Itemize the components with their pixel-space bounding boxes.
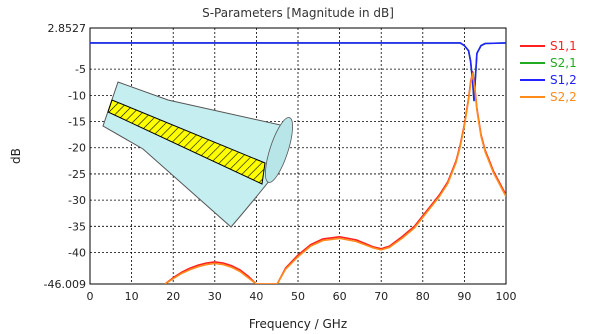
tapered-coax-inset bbox=[102, 81, 293, 228]
y-tick-label: 2.8527 bbox=[48, 22, 87, 35]
y-tick-label: -35 bbox=[68, 220, 86, 233]
x-tick-label: 50 bbox=[291, 290, 305, 303]
x-tick-label: 100 bbox=[496, 290, 517, 303]
x-tick-label: 10 bbox=[125, 290, 139, 303]
legend: S1,1 S2,1 S1,2 S2,2 bbox=[520, 39, 577, 104]
legend-label-s1-2: S1,2 bbox=[550, 73, 577, 87]
chart-title: S-Parameters [Magnitude in dB] bbox=[202, 6, 394, 20]
series-line-s2-1 bbox=[90, 42, 506, 102]
x-tick-labels: 0 10 20 30 40 50 60 70 80 90 100 bbox=[87, 290, 517, 303]
legend-label-s2-2: S2,2 bbox=[550, 90, 577, 104]
inset-dielectric-body bbox=[102, 81, 287, 228]
y-tick-label: -46.009 bbox=[44, 278, 86, 291]
series-line-s2-2 bbox=[164, 72, 506, 284]
inset-end-face bbox=[265, 117, 293, 183]
y-axis-label: dB bbox=[9, 148, 23, 164]
x-axis-label: Frequency / GHz bbox=[249, 317, 347, 331]
plot-frame bbox=[89, 27, 507, 285]
y-tick-labels: 2.8527 -5 -10 -15 -20 -25 -30 -35 -40 -46.009 bbox=[44, 22, 86, 291]
x-tick-label: 60 bbox=[333, 290, 347, 303]
x-tick-label: 90 bbox=[457, 290, 471, 303]
x-tick-label: 30 bbox=[208, 290, 222, 303]
y-tick-label: -25 bbox=[68, 168, 86, 181]
y-tick-label: -15 bbox=[68, 116, 86, 129]
x-tick-label: 80 bbox=[416, 290, 430, 303]
y-tick-label: -40 bbox=[68, 247, 86, 260]
series-layer bbox=[90, 42, 506, 284]
legend-label-s2-1: S2,1 bbox=[550, 56, 577, 70]
series-line-s1-2 bbox=[90, 42, 506, 102]
x-tick-label: 70 bbox=[374, 290, 388, 303]
x-tick-label: 20 bbox=[166, 290, 180, 303]
y-tick-label: -5 bbox=[75, 63, 86, 76]
y-tick-label: -10 bbox=[68, 89, 86, 102]
x-tick-label: 40 bbox=[249, 290, 263, 303]
y-tick-label: -20 bbox=[68, 142, 86, 155]
y-tick-label: -30 bbox=[68, 194, 86, 207]
x-tick-label: 0 bbox=[87, 290, 94, 303]
legend-label-s1-1: S1,1 bbox=[550, 39, 577, 53]
inset-conductor-strip bbox=[107, 99, 266, 185]
